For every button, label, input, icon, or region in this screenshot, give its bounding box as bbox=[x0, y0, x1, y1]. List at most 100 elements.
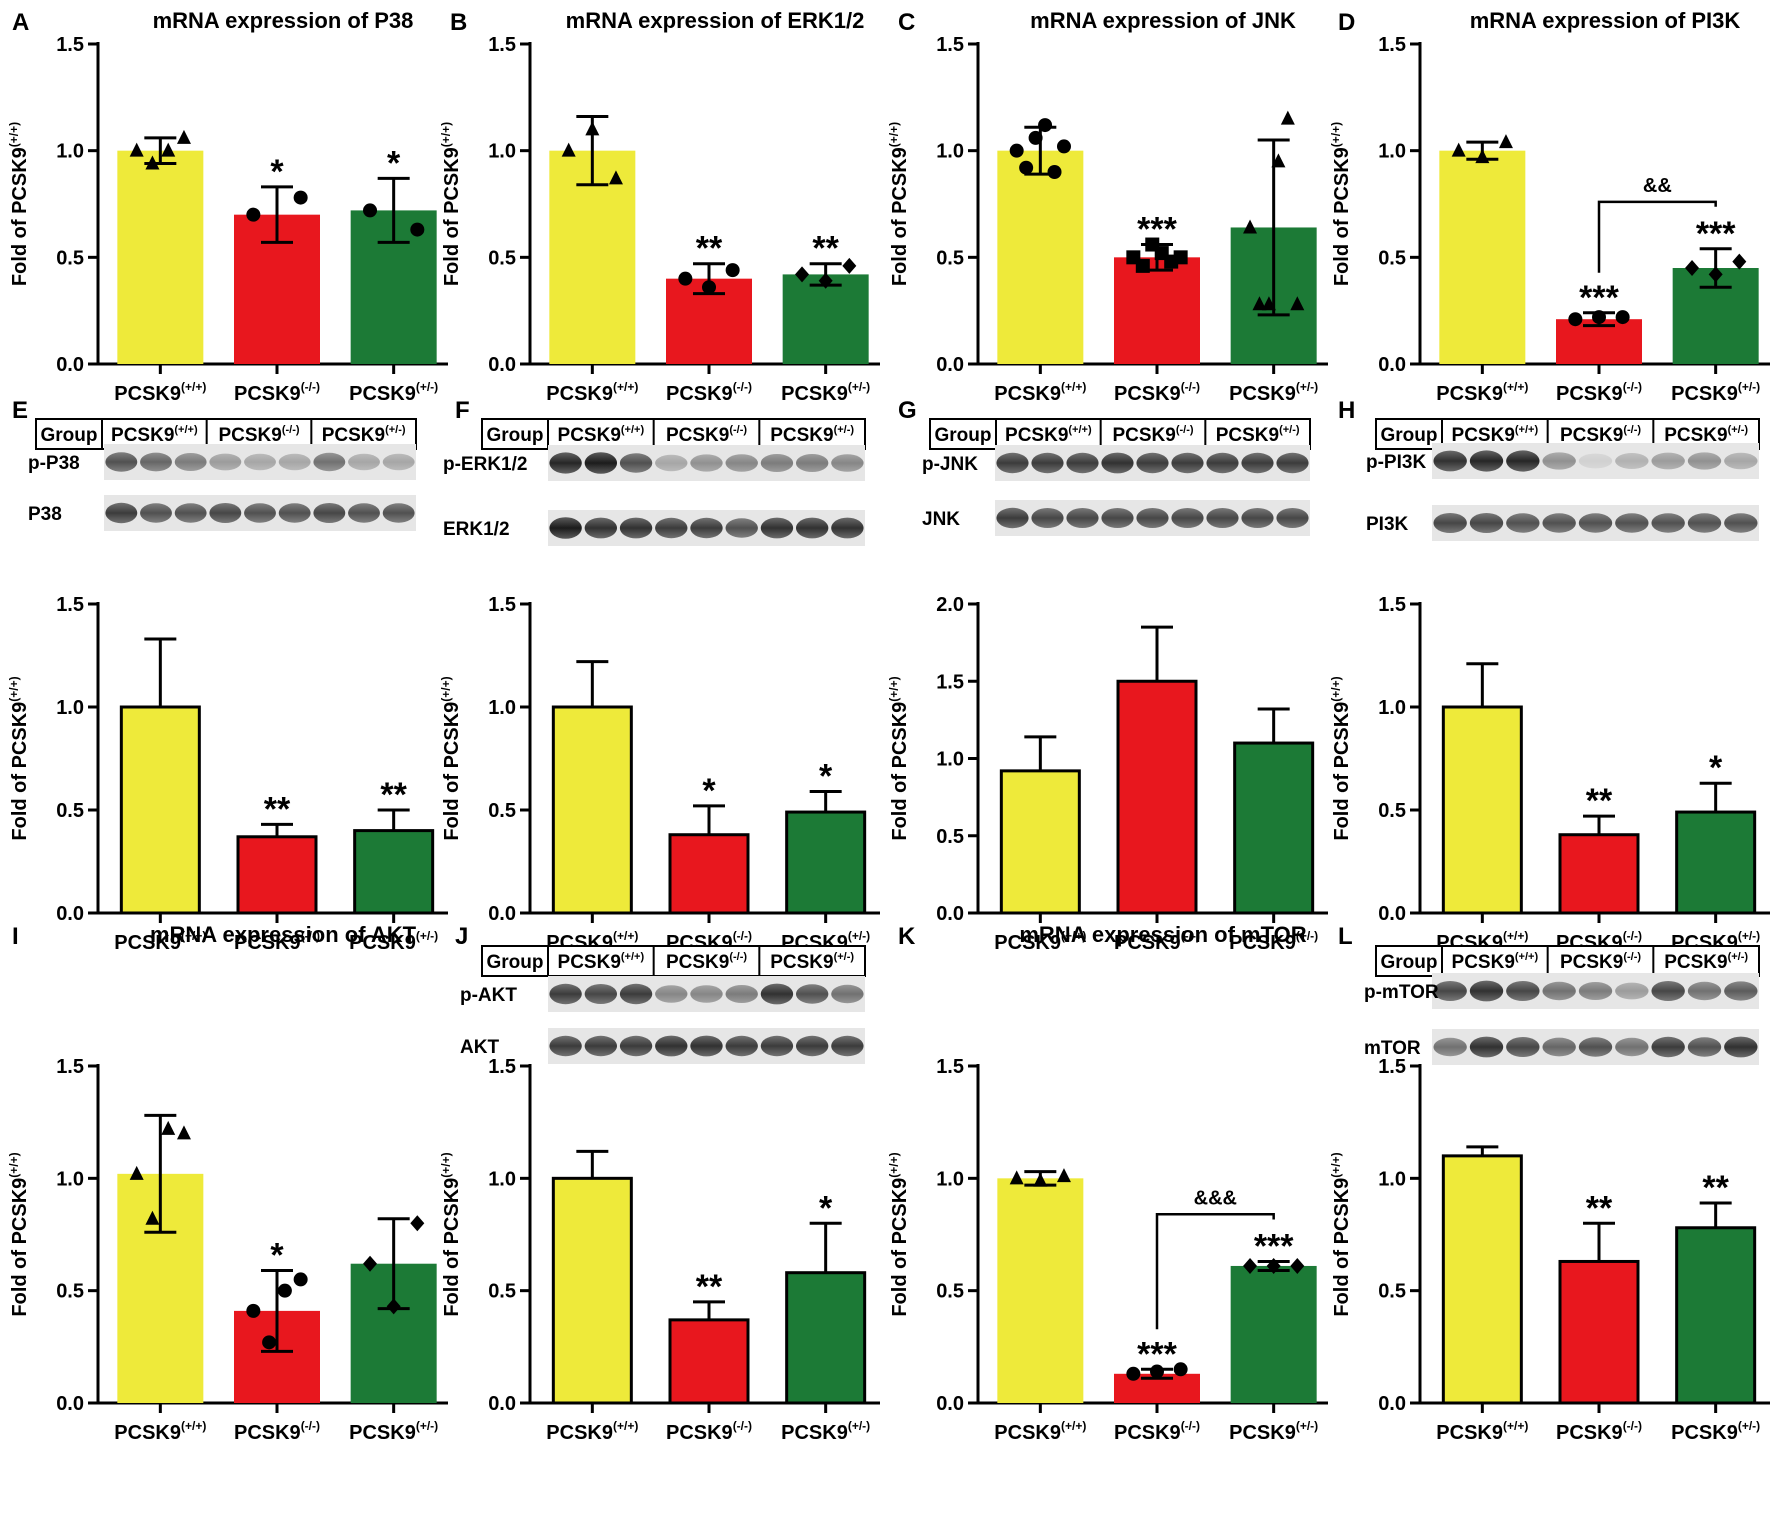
blot-band bbox=[1433, 981, 1467, 1001]
x-tick-label: PCSK9(+/-) bbox=[781, 1419, 870, 1444]
data-point bbox=[262, 1335, 277, 1350]
data-point bbox=[363, 1255, 378, 1272]
data-point bbox=[818, 272, 833, 289]
data-point bbox=[1243, 1257, 1258, 1274]
y-tick-label: 1.0 bbox=[56, 697, 84, 719]
y-tick-label: 1.0 bbox=[936, 1168, 964, 1190]
data-point bbox=[176, 1125, 191, 1140]
y-tick-label: 1.0 bbox=[56, 1168, 84, 1190]
blot-band bbox=[244, 503, 276, 523]
blot-band-label: P38 bbox=[28, 504, 62, 525]
significance-mark: ** bbox=[1702, 1169, 1729, 1207]
data-point bbox=[1592, 310, 1606, 325]
data-point bbox=[1028, 130, 1043, 145]
data-point bbox=[1173, 1362, 1188, 1377]
blot-band bbox=[1031, 508, 1064, 528]
data-point bbox=[145, 1210, 160, 1225]
blot-band bbox=[584, 984, 618, 1004]
y-tick-label: 1.0 bbox=[488, 1168, 516, 1190]
data-point bbox=[1451, 142, 1466, 157]
blot-band bbox=[831, 984, 864, 1004]
blot-band-label: p-ERK1/2 bbox=[443, 454, 527, 475]
blot-group-header: PCSK9(+/-) bbox=[770, 951, 854, 973]
data-point bbox=[1685, 260, 1700, 276]
x-tick-label: PCSK9(-/-) bbox=[1556, 380, 1642, 405]
significance-mark: ** bbox=[1586, 782, 1613, 820]
x-tick-label: PCSK9(-/-) bbox=[234, 380, 320, 405]
bar bbox=[551, 1176, 633, 1405]
blot-band bbox=[549, 517, 582, 539]
blot-band bbox=[1469, 980, 1504, 1002]
blot-band bbox=[1724, 513, 1758, 533]
blot-band bbox=[1506, 981, 1540, 1001]
significance-mark: * bbox=[702, 772, 716, 810]
blot-band bbox=[584, 452, 618, 474]
blot-band bbox=[831, 517, 864, 539]
chart-title: mRNA expression of JNK bbox=[1030, 8, 1296, 33]
x-tick-label: PCSK9(+/+) bbox=[1436, 1419, 1528, 1444]
data-point bbox=[702, 280, 716, 295]
bar bbox=[1441, 1154, 1523, 1405]
y-tick-label: 0.0 bbox=[936, 354, 964, 376]
y-tick-label: 0.0 bbox=[56, 1393, 84, 1415]
data-point bbox=[561, 142, 576, 157]
blot-band-label: p-mTOR bbox=[1364, 982, 1439, 1003]
data-point bbox=[1498, 134, 1513, 149]
data-point bbox=[1126, 1366, 1141, 1381]
blot-band-label: PI3K bbox=[1366, 514, 1409, 535]
y-axis-label: Fold of PCSK9(+/+) bbox=[439, 676, 463, 840]
x-tick-label: PCSK9(+/+) bbox=[994, 380, 1086, 405]
western-blot-j: Group PCSK9(+/+) PCSK9(-/-) PCSK9(+/-)p-AKT… bbox=[460, 945, 866, 1064]
data-point bbox=[1252, 296, 1267, 311]
blot-group-label: Group bbox=[1381, 425, 1438, 446]
chart-title: mRNA expression of AKT bbox=[150, 922, 417, 947]
blot-band bbox=[1433, 513, 1467, 533]
blot-band bbox=[1136, 452, 1169, 474]
x-tick-label: PCSK9(-/-) bbox=[1114, 1419, 1200, 1444]
chart-title: mRNA expression of P38 bbox=[153, 8, 414, 33]
blot-group-label: Group bbox=[487, 425, 544, 446]
x-tick-label: PCSK9(+/+) bbox=[546, 380, 638, 405]
y-tick-label: 1.5 bbox=[56, 1056, 84, 1078]
data-point bbox=[1271, 153, 1286, 168]
blot-group-header: PCSK9(-/-) bbox=[666, 951, 747, 973]
blot-band bbox=[655, 985, 688, 1003]
significance-mark: ** bbox=[1586, 1189, 1613, 1227]
blot-band bbox=[1469, 1036, 1504, 1058]
blot-header bbox=[481, 418, 866, 450]
blot-group-header: PCSK9(-/-) bbox=[1112, 424, 1193, 446]
data-point bbox=[410, 1215, 425, 1232]
panel-letter: B bbox=[450, 9, 467, 36]
significance-mark: *** bbox=[1137, 211, 1177, 249]
x-tick-label: PCSK9(+/+) bbox=[114, 380, 206, 405]
blot-band bbox=[1506, 513, 1540, 533]
blot-band bbox=[725, 518, 758, 538]
y-tick-label: 0.5 bbox=[488, 1281, 516, 1303]
blot-band bbox=[584, 1035, 618, 1057]
panel-letter: K bbox=[898, 923, 916, 950]
blot-band bbox=[244, 453, 276, 471]
data-point bbox=[1056, 139, 1071, 154]
data-point bbox=[1056, 1168, 1071, 1183]
y-tick-label: 0.0 bbox=[488, 1393, 516, 1415]
data-point bbox=[1732, 253, 1747, 270]
bar bbox=[1439, 150, 1526, 364]
blot-band bbox=[1101, 452, 1134, 474]
x-tick-label: PCSK9(-/-) bbox=[234, 1419, 320, 1444]
blot-band bbox=[1276, 452, 1309, 474]
blot-band bbox=[1615, 982, 1649, 1000]
blot-group-header: PCSK9(+/-) bbox=[1216, 424, 1300, 446]
blot-band bbox=[690, 1035, 723, 1057]
bar bbox=[997, 1178, 1084, 1403]
blot-band bbox=[1578, 513, 1613, 533]
data-point bbox=[363, 203, 378, 218]
y-axis-label: Fold of PCSK9(+/+) bbox=[439, 122, 463, 286]
blot-band bbox=[1651, 1036, 1685, 1058]
blot-band bbox=[1276, 508, 1309, 528]
y-tick-label: 0.5 bbox=[56, 1281, 84, 1303]
chart-title: mRNA expression of ERK1/2 bbox=[566, 8, 865, 33]
blot-band bbox=[619, 453, 653, 473]
x-tick-label: PCSK9(+/-) bbox=[1671, 1419, 1760, 1444]
